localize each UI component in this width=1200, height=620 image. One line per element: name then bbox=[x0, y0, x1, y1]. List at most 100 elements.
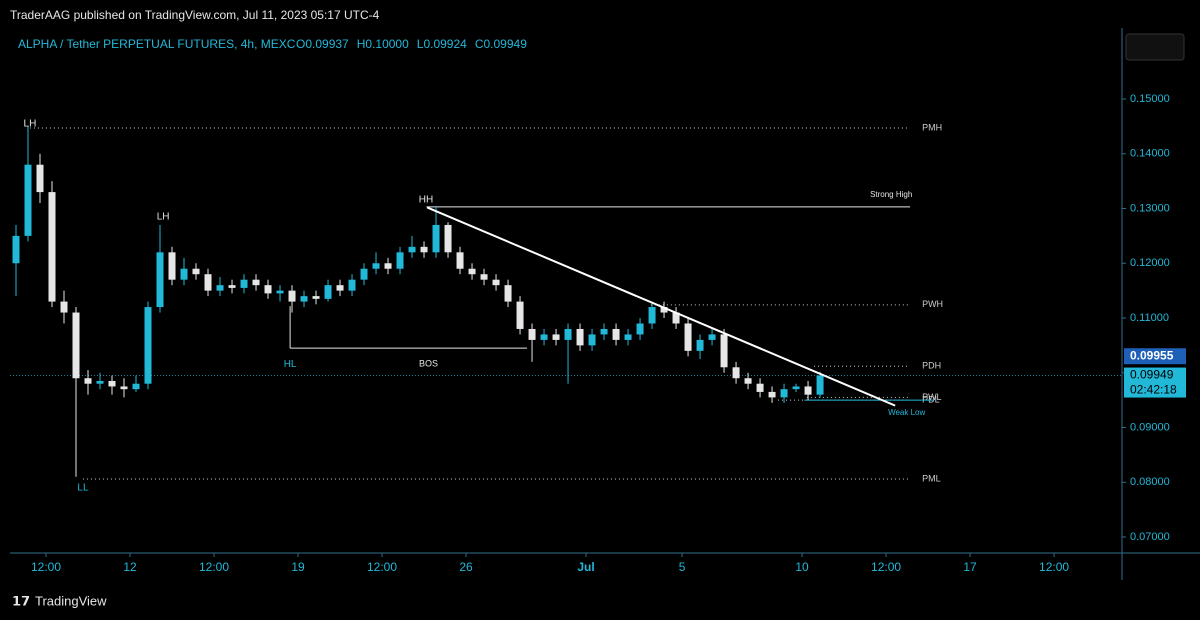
candle-body bbox=[696, 339, 704, 351]
level-label: PWH bbox=[922, 299, 943, 309]
bos-label: BOS bbox=[419, 358, 438, 368]
candle-body bbox=[372, 263, 380, 269]
price-tag-label: 0.09955 bbox=[1130, 348, 1174, 362]
candle-body bbox=[756, 383, 764, 392]
candle-body bbox=[648, 307, 656, 324]
swing-label: LH bbox=[24, 118, 37, 129]
ohlc-readout: C0.09949 bbox=[475, 37, 527, 51]
candle-body bbox=[144, 307, 152, 384]
candle-body bbox=[96, 380, 104, 384]
x-tick-label: 26 bbox=[459, 560, 473, 574]
candle-body bbox=[168, 252, 176, 280]
candle-body bbox=[48, 192, 56, 302]
candle-body bbox=[660, 307, 668, 313]
candle-body bbox=[252, 279, 260, 286]
candle-body bbox=[684, 323, 692, 351]
swing-label: LH bbox=[157, 211, 170, 222]
candle-body bbox=[84, 378, 92, 384]
candle-body bbox=[576, 328, 584, 346]
candle-body bbox=[528, 328, 536, 340]
candle-body bbox=[768, 391, 776, 398]
candle-body bbox=[564, 328, 572, 340]
y-tick-label: 0.13000 bbox=[1130, 202, 1170, 214]
logo: TradingView bbox=[35, 593, 107, 608]
x-tick-label: 12:00 bbox=[199, 560, 229, 574]
candle-body bbox=[816, 375, 824, 395]
level-label: PDH bbox=[922, 361, 941, 371]
price-tag bbox=[1124, 348, 1186, 365]
candle-body bbox=[180, 268, 188, 280]
candle-body bbox=[12, 235, 20, 264]
candle-body bbox=[108, 380, 116, 387]
countdown-label: 02:42:18 bbox=[1130, 383, 1177, 397]
y-tick-label: 0.09000 bbox=[1130, 421, 1170, 433]
level-label: PDL bbox=[922, 395, 940, 405]
candle-body bbox=[228, 285, 236, 288]
candle-body bbox=[24, 164, 32, 236]
swing-label: HL bbox=[284, 359, 297, 370]
candle-body bbox=[504, 285, 512, 302]
header: TraderAAG published on TradingView.com, … bbox=[10, 8, 380, 22]
candle-body bbox=[408, 246, 416, 253]
level-label: PMH bbox=[922, 122, 942, 132]
level-label: PWL bbox=[922, 392, 942, 402]
y-tick-label: 0.11000 bbox=[1130, 312, 1169, 324]
candle-body bbox=[636, 323, 644, 335]
y-tick-label: 0.08000 bbox=[1130, 476, 1170, 488]
candle-body bbox=[240, 279, 248, 288]
candle-body bbox=[624, 334, 632, 340]
candle-body bbox=[216, 285, 224, 291]
candle-body bbox=[336, 285, 344, 291]
x-tick-label: 12:00 bbox=[871, 560, 901, 574]
swing-label: LL bbox=[77, 482, 89, 493]
candle-body bbox=[120, 386, 128, 390]
candle-body bbox=[348, 279, 356, 291]
candle-body bbox=[276, 290, 284, 294]
candle-body bbox=[792, 386, 800, 390]
logo-mark: 𝟭𝟳 bbox=[12, 593, 30, 608]
candle-body bbox=[780, 389, 788, 398]
candle-body bbox=[744, 378, 752, 384]
y-tick-label: 0.12000 bbox=[1130, 257, 1170, 269]
last-price-tag bbox=[1124, 367, 1186, 398]
x-tick-label: 12:00 bbox=[31, 560, 61, 574]
x-tick-label: 12:00 bbox=[367, 560, 397, 574]
level-label: Weak Low bbox=[888, 408, 925, 417]
level-label: Strong High bbox=[870, 190, 912, 199]
y-tick-label: 0.15000 bbox=[1130, 93, 1170, 105]
x-tick-label: 12 bbox=[123, 560, 137, 574]
candle-body bbox=[516, 301, 524, 329]
ohlc-readout: L0.09924 bbox=[417, 37, 467, 51]
x-tick-label: Jul bbox=[577, 560, 594, 574]
candle-body bbox=[804, 386, 812, 395]
candle-body bbox=[264, 285, 272, 294]
x-tick-label: 10 bbox=[795, 560, 809, 574]
candle-body bbox=[192, 268, 200, 275]
candle-body bbox=[420, 246, 428, 253]
candle-body bbox=[396, 252, 404, 269]
x-tick-label: 12:00 bbox=[1039, 560, 1069, 574]
candle-body bbox=[588, 334, 596, 346]
candle-body bbox=[600, 328, 608, 335]
candle-body bbox=[360, 268, 368, 280]
swing-label: HH bbox=[419, 194, 433, 205]
candle-body bbox=[672, 312, 680, 324]
candle-body bbox=[480, 274, 488, 280]
candle-body bbox=[432, 224, 440, 253]
candle-body bbox=[540, 334, 548, 340]
candle-body bbox=[456, 252, 464, 269]
candle-body bbox=[384, 263, 392, 269]
candle-body bbox=[156, 252, 164, 308]
y-tick-label: 0.14000 bbox=[1130, 148, 1170, 160]
toolbar-button[interactable] bbox=[1125, 33, 1185, 61]
level-label: PML bbox=[922, 473, 941, 483]
y-tick-label: 0.07000 bbox=[1130, 531, 1170, 543]
candle-body bbox=[732, 367, 740, 379]
candle-body bbox=[204, 274, 212, 291]
x-tick-label: 19 bbox=[291, 560, 305, 574]
candle-body bbox=[492, 279, 500, 286]
candle-body bbox=[324, 285, 332, 299]
ohlc-readout: H0.10000 bbox=[357, 37, 409, 51]
candle-body bbox=[288, 290, 296, 302]
